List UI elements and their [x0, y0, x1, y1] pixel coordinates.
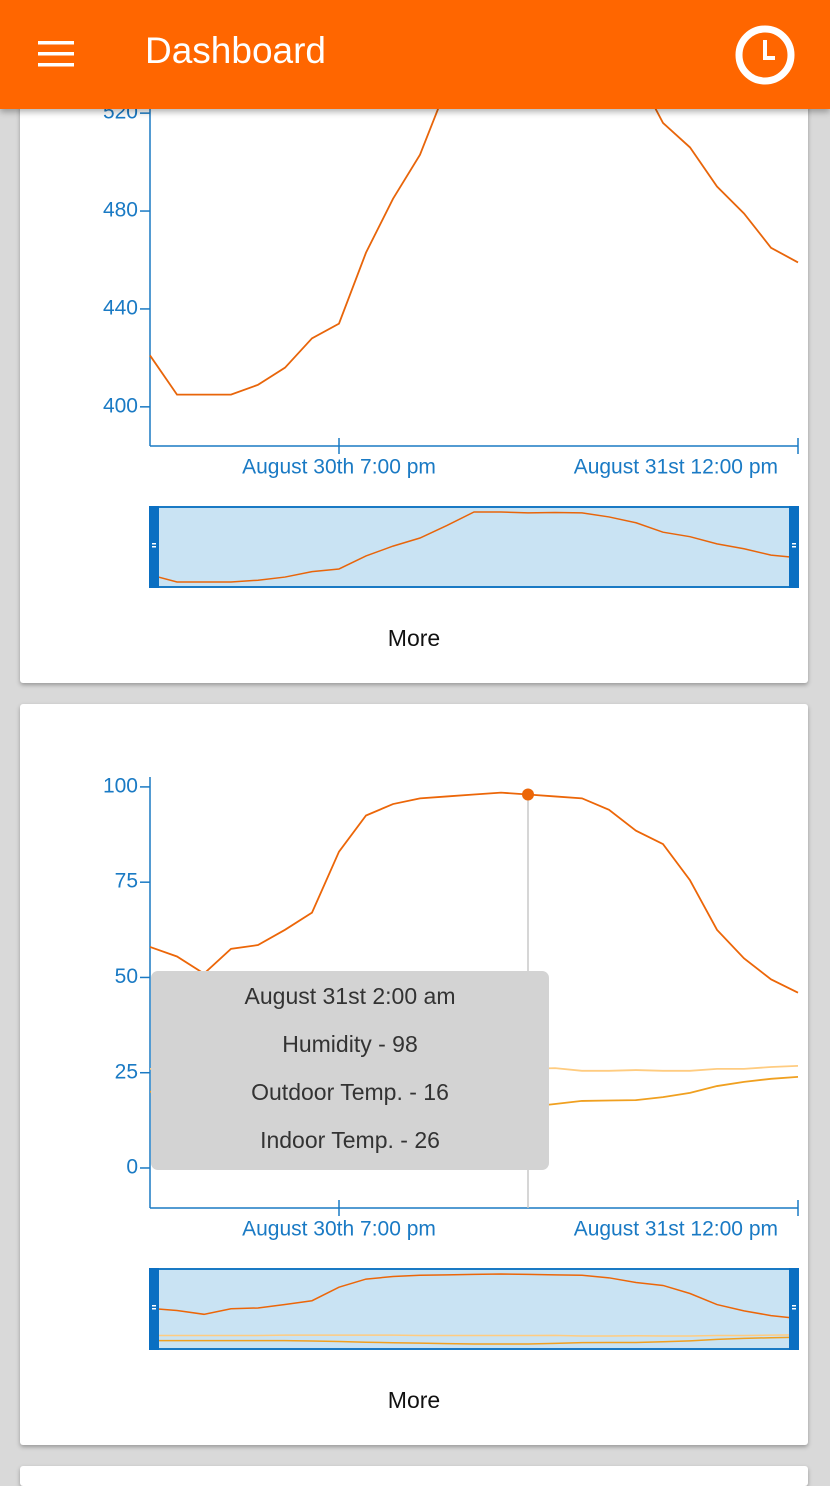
brush-grip	[152, 1308, 156, 1310]
tooltip-line: Indoor Temp. - 26	[260, 1127, 440, 1153]
app-bar: Dashboard	[0, 0, 830, 109]
tooltip-line: Outdoor Temp. - 16	[251, 1079, 449, 1105]
brush-grip	[792, 543, 796, 545]
brush-area	[149, 506, 799, 588]
app-bar-icons	[38, 25, 795, 85]
brush-grip	[152, 546, 156, 548]
x-tick-label: August 31st 12:00 pm	[574, 456, 778, 479]
tooltip-line: Humidity - 98	[282, 1031, 417, 1057]
y-tick-label: 0	[126, 1156, 138, 1179]
y-tick-label: 50	[115, 965, 138, 988]
brush-grip	[152, 543, 156, 545]
y-tick-label: 400	[103, 394, 138, 417]
app-title: Dashboard	[145, 30, 327, 71]
brush-handle[interactable]	[789, 506, 799, 588]
brush-grip	[152, 1305, 156, 1307]
x-tick-label: August 30th 7:00 pm	[242, 456, 436, 479]
y-tick-label: 75	[115, 870, 138, 893]
x-tick-label: August 30th 7:00 pm	[242, 1218, 436, 1241]
series-line	[149, 791, 799, 994]
more-button[interactable]: More	[388, 625, 440, 651]
brush-grip	[792, 1305, 796, 1307]
history-button[interactable]	[735, 25, 795, 85]
brush-handle[interactable]	[149, 1268, 159, 1350]
menu-button[interactable]	[38, 41, 74, 67]
more-button[interactable]: More	[388, 1387, 440, 1413]
y-tick-label: 440	[103, 296, 138, 319]
brush-handle[interactable]	[789, 1268, 799, 1350]
brush-grip	[792, 1308, 796, 1310]
y-tick-label: 25	[115, 1060, 138, 1083]
brush-line	[150, 1336, 799, 1345]
brush-handle[interactable]	[149, 506, 159, 588]
y-tick-label: 100	[103, 774, 138, 797]
x-tick-label: August 31st 12:00 pm	[574, 1218, 778, 1241]
hover-dot	[522, 788, 534, 801]
brush-line	[149, 1273, 799, 1320]
y-tick-label: 480	[103, 199, 138, 222]
brush-line	[150, 1334, 799, 1337]
tooltip-title: August 31st 2:00 am	[245, 983, 456, 1009]
brush-grip	[792, 546, 796, 548]
brush-line	[149, 511, 799, 583]
tooltip-box	[151, 971, 549, 1170]
